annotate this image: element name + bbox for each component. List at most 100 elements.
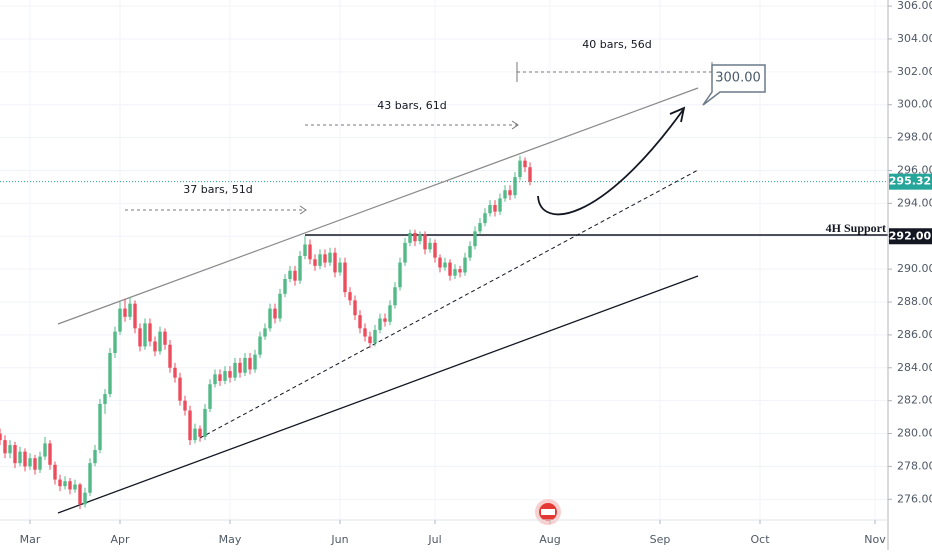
candle-body: [518, 160, 522, 178]
candle-body: [388, 305, 392, 322]
candle-body: [318, 254, 322, 266]
candle-body: [483, 213, 487, 224]
candle-body: [13, 445, 17, 464]
candle-body: [288, 270, 292, 280]
candle-body: [153, 341, 157, 352]
candle-body: [208, 384, 212, 409]
candle-body: [123, 308, 127, 317]
candles: [0, 155, 532, 510]
y-tick-label: 298.00: [897, 131, 932, 144]
candle-body: [263, 328, 267, 337]
candle-body: [8, 445, 12, 454]
candle-body: [313, 259, 317, 266]
candle-body: [448, 262, 452, 276]
y-tick-label: 306.00: [897, 0, 932, 12]
y-tick-label: 276.00: [897, 492, 932, 505]
candle-body: [428, 242, 432, 250]
channel-mid: [199, 169, 699, 439]
candle-body: [88, 463, 92, 493]
candle-body: [103, 394, 107, 404]
price-label: 295.32: [889, 175, 931, 188]
candle-body: [398, 262, 402, 288]
candle-body: [418, 234, 422, 242]
candle-body: [443, 262, 447, 268]
candle-body: [128, 303, 132, 317]
y-tick-label: 302.00: [897, 65, 932, 78]
candle-body: [73, 484, 77, 490]
candle-body: [253, 354, 257, 370]
candle-body: [368, 336, 372, 344]
candle-body: [138, 328, 142, 347]
y-tick-label: 294.00: [897, 196, 932, 209]
candle-body: [78, 484, 82, 505]
y-tick-label: 284.00: [897, 361, 932, 374]
candle-body: [258, 336, 262, 355]
y-tick-label: 300.00: [897, 98, 932, 111]
candle-body: [503, 190, 507, 199]
range-arrow: [511, 120, 519, 130]
candle-body: [178, 377, 182, 401]
candle-body: [268, 308, 272, 329]
candle-body: [18, 451, 22, 464]
candle-body: [63, 481, 67, 487]
candle-body: [0, 433, 2, 441]
candle-body: [363, 328, 367, 337]
candle-body: [193, 428, 197, 441]
candle-body: [458, 269, 462, 273]
candle-body: [198, 428, 202, 437]
candle-body: [48, 443, 52, 465]
candle-body: [338, 262, 342, 273]
candle-body: [523, 160, 527, 168]
candle-body: [323, 254, 327, 263]
channel-lower: [57, 275, 699, 514]
candle-body: [413, 232, 417, 242]
candle-body: [188, 410, 192, 441]
candle-body: [298, 255, 302, 281]
candle-body: [108, 352, 112, 395]
candle-body: [98, 403, 102, 450]
candle-body: [513, 177, 517, 196]
candle-body: [348, 292, 352, 301]
support-label: 4H Support: [826, 221, 886, 235]
candle-body: [28, 458, 32, 467]
candle-body: [23, 451, 27, 467]
candle-body: [508, 190, 512, 196]
candle-body: [223, 371, 227, 381]
candle-body: [233, 362, 237, 378]
candle-body: [43, 443, 47, 457]
chart-icon: [535, 499, 561, 525]
x-tick-label: Jul: [427, 533, 441, 546]
candle-body: [343, 262, 347, 293]
candle-body: [163, 331, 167, 345]
candle-body: [478, 223, 482, 232]
candle-body: [58, 479, 62, 487]
range-label: 37 bars, 51d: [183, 183, 252, 196]
y-tick-label: 296.00: [897, 163, 932, 176]
candle-body: [453, 269, 457, 276]
candle-body: [488, 205, 492, 214]
x-tick-label: Apr: [110, 533, 130, 546]
candle-body: [213, 374, 217, 385]
candle-body: [438, 257, 442, 268]
range-label: 43 bars, 61d: [377, 99, 446, 112]
candle-body: [158, 331, 162, 352]
x-tick-label: Oct: [750, 533, 770, 546]
candle-body: [118, 308, 122, 332]
candle-body: [498, 198, 502, 212]
x-tick-label: Sep: [650, 533, 671, 546]
candle-body: [203, 408, 207, 437]
candle-body: [373, 329, 377, 344]
candle-body: [248, 357, 252, 370]
x-tick-label: Jun: [330, 533, 348, 546]
candle-body: [468, 246, 472, 258]
candle-body: [303, 244, 307, 256]
candle-body: [378, 318, 382, 330]
candle-body: [83, 492, 87, 505]
candle-body: [183, 400, 187, 411]
candle-body: [393, 287, 397, 306]
candle-body: [33, 458, 37, 470]
candle-body: [283, 279, 287, 294]
candle-body: [133, 303, 137, 329]
price-axis-bg: [888, 0, 932, 550]
